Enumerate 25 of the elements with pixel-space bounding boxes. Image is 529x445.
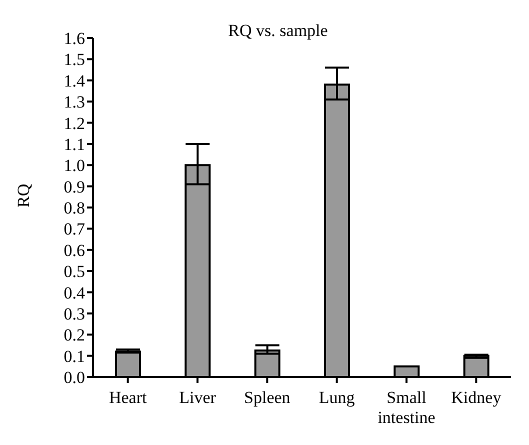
y-tick-label: 0.6 bbox=[64, 240, 85, 260]
y-tick-label: 0.7 bbox=[64, 220, 86, 239]
y-tick-label: 1.5 bbox=[64, 50, 85, 70]
x-tick-label: Small intestine bbox=[378, 388, 436, 427]
chart-title: RQ vs. sample bbox=[228, 21, 328, 40]
x-tick-label: Liver bbox=[179, 388, 216, 407]
y-tick-label: 1.3 bbox=[64, 92, 85, 112]
y-tick-label: 0.8 bbox=[64, 198, 85, 218]
y-tick-label: 1.1 bbox=[64, 134, 85, 154]
x-tick-label: Lung bbox=[318, 388, 356, 407]
y-tick-label: 0.9 bbox=[64, 177, 85, 196]
x-tick-label: Heart bbox=[108, 388, 147, 407]
y-tick-label: 0.4 bbox=[64, 283, 86, 302]
y-tick-label: 1.6 bbox=[64, 29, 85, 48]
y-tick-label: 1.4 bbox=[64, 71, 86, 90]
y-tick-label: 0.2 bbox=[64, 326, 85, 345]
y-tick-label: 0.1 bbox=[64, 346, 85, 366]
y-tick-label: 0.0 bbox=[64, 368, 85, 388]
x-tick-label: Spleen bbox=[244, 388, 291, 407]
y-tick-label: 0.3 bbox=[64, 304, 85, 324]
y-tick-label: 1.0 bbox=[64, 156, 85, 176]
y-axis-title: RQ bbox=[14, 184, 34, 208]
x-tick-label: Kidney bbox=[451, 388, 502, 407]
y-tick-label: 1.2 bbox=[64, 114, 85, 133]
y-tick-label: 0.5 bbox=[64, 262, 85, 282]
